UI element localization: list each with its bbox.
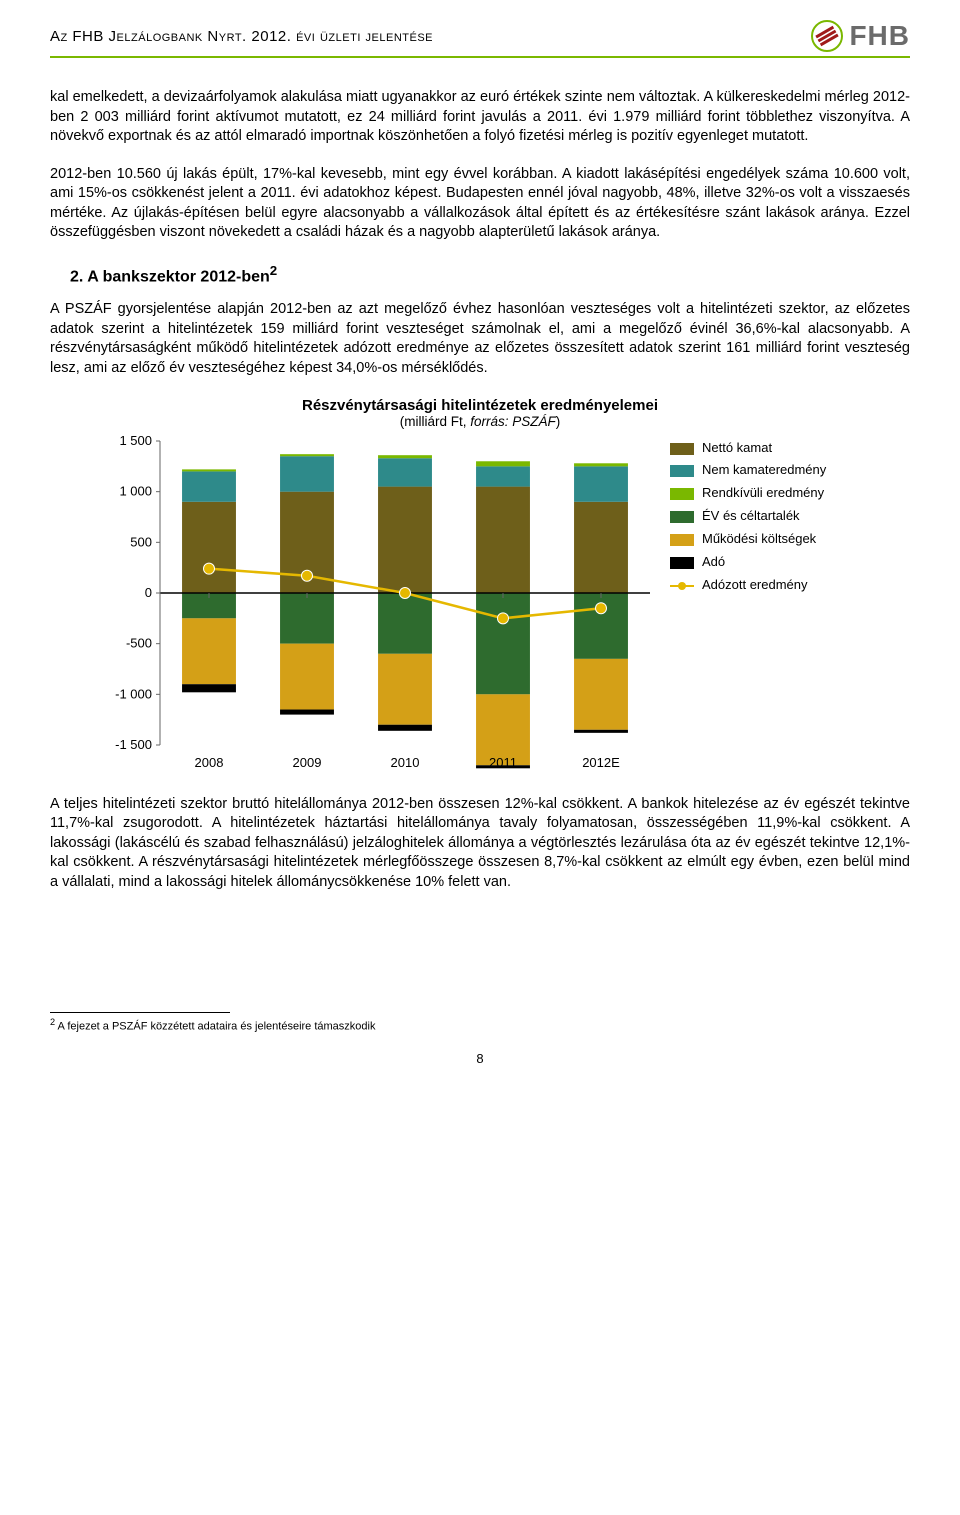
legend-item: Nem kamateredmény xyxy=(670,463,850,478)
footnote: 2 A fejezet a PSZÁF közzétett adataira é… xyxy=(50,1017,910,1033)
logo-text: FHB xyxy=(849,20,910,52)
legend-item: Adózott eredmény xyxy=(670,578,850,593)
header-title: Az FHB Jelzálogbank Nyrt. 2012. évi üzle… xyxy=(50,28,433,45)
section-heading: 2. A bankszektor 2012-ben2 xyxy=(70,263,910,286)
chart-container: Részvénytársasági hitelintézetek eredmén… xyxy=(100,397,860,775)
legend-item: Adó xyxy=(670,555,850,570)
legend-label: Adó xyxy=(702,555,725,570)
chart-legend: Nettó kamat Nem kamateredmény Rendkívüli e… xyxy=(660,435,850,775)
legend-label: Nettó kamat xyxy=(702,441,772,456)
heading-footnote-marker: 2 xyxy=(270,263,277,278)
legend-swatch xyxy=(670,443,694,455)
paragraph-2: 2012-ben 10.560 új lakás épült, 17%-kal … xyxy=(50,165,910,243)
legend-item: Működési költségek xyxy=(670,532,850,547)
logo: FHB xyxy=(811,20,910,52)
svg-text:-1 000: -1 000 xyxy=(115,686,152,701)
svg-text:2012E: 2012E xyxy=(582,755,620,770)
chart-area: -1 500 -1 000 -500 0 500 1 000 1 500 2008 2009 20… xyxy=(100,435,860,775)
page-header: Az FHB Jelzálogbank Nyrt. 2012. évi üzle… xyxy=(50,20,910,58)
svg-text:500: 500 xyxy=(130,534,152,549)
legend-label: Rendkívüli eredmény xyxy=(702,486,824,501)
svg-text:2011: 2011 xyxy=(489,755,517,770)
svg-text:2009: 2009 xyxy=(293,755,322,770)
chart-title: Részvénytársasági hitelintézetek eredmén… xyxy=(100,397,860,414)
legend-label: Nem kamateredmény xyxy=(702,463,826,478)
svg-text:-1 500: -1 500 xyxy=(115,737,152,752)
svg-text:2008: 2008 xyxy=(195,755,224,770)
paragraph-4: A teljes hitelintézeti szektor bruttó hi… xyxy=(50,795,910,893)
fhb-logo-icon xyxy=(811,20,843,52)
legend-swatch xyxy=(670,534,694,546)
chart-subtitle-suffix: ) xyxy=(556,414,561,429)
svg-text:0: 0 xyxy=(145,585,152,600)
footnote-rule xyxy=(50,1012,230,1013)
chart-subtitle-source: forrás: PSZÁF xyxy=(470,414,556,429)
chart-subtitle-prefix: (milliárd Ft, xyxy=(400,414,471,429)
svg-text:1 500: 1 500 xyxy=(119,435,152,448)
legend-swatch xyxy=(670,511,694,523)
chart-subtitle: (milliárd Ft, forrás: PSZÁF) xyxy=(100,414,860,429)
page: Az FHB Jelzálogbank Nyrt. 2012. évi üzle… xyxy=(0,0,960,1096)
legend-item: Nettó kamat xyxy=(670,441,850,456)
svg-text:2010: 2010 xyxy=(391,755,420,770)
legend-label: Működési költségek xyxy=(702,532,816,547)
legend-swatch xyxy=(670,465,694,477)
legend-swatch xyxy=(670,488,694,500)
page-number: 8 xyxy=(50,1051,910,1066)
paragraph-3: A PSZÁF gyorsjelentése alapján 2012-ben … xyxy=(50,300,910,378)
svg-text:-500: -500 xyxy=(126,635,152,650)
chart-svg: -1 500 -1 000 -500 0 500 1 000 1 500 2008 2009 20… xyxy=(100,435,660,775)
heading-text: 2. A bankszektor 2012-ben xyxy=(70,268,270,285)
paragraph-1: kal emelkedett, a devizaárfolyamok alaku… xyxy=(50,88,910,147)
legend-item: Rendkívüli eredmény xyxy=(670,486,850,501)
legend-label: Adózott eredmény xyxy=(702,578,808,593)
legend-item: ÉV és céltartalék xyxy=(670,509,850,524)
legend-label: ÉV és céltartalék xyxy=(702,509,800,524)
svg-text:1 000: 1 000 xyxy=(119,483,152,498)
legend-line-swatch xyxy=(670,580,694,592)
legend-swatch xyxy=(670,557,694,569)
footnote-text: A fejezet a PSZÁF közzétett adataira és … xyxy=(55,1021,375,1033)
